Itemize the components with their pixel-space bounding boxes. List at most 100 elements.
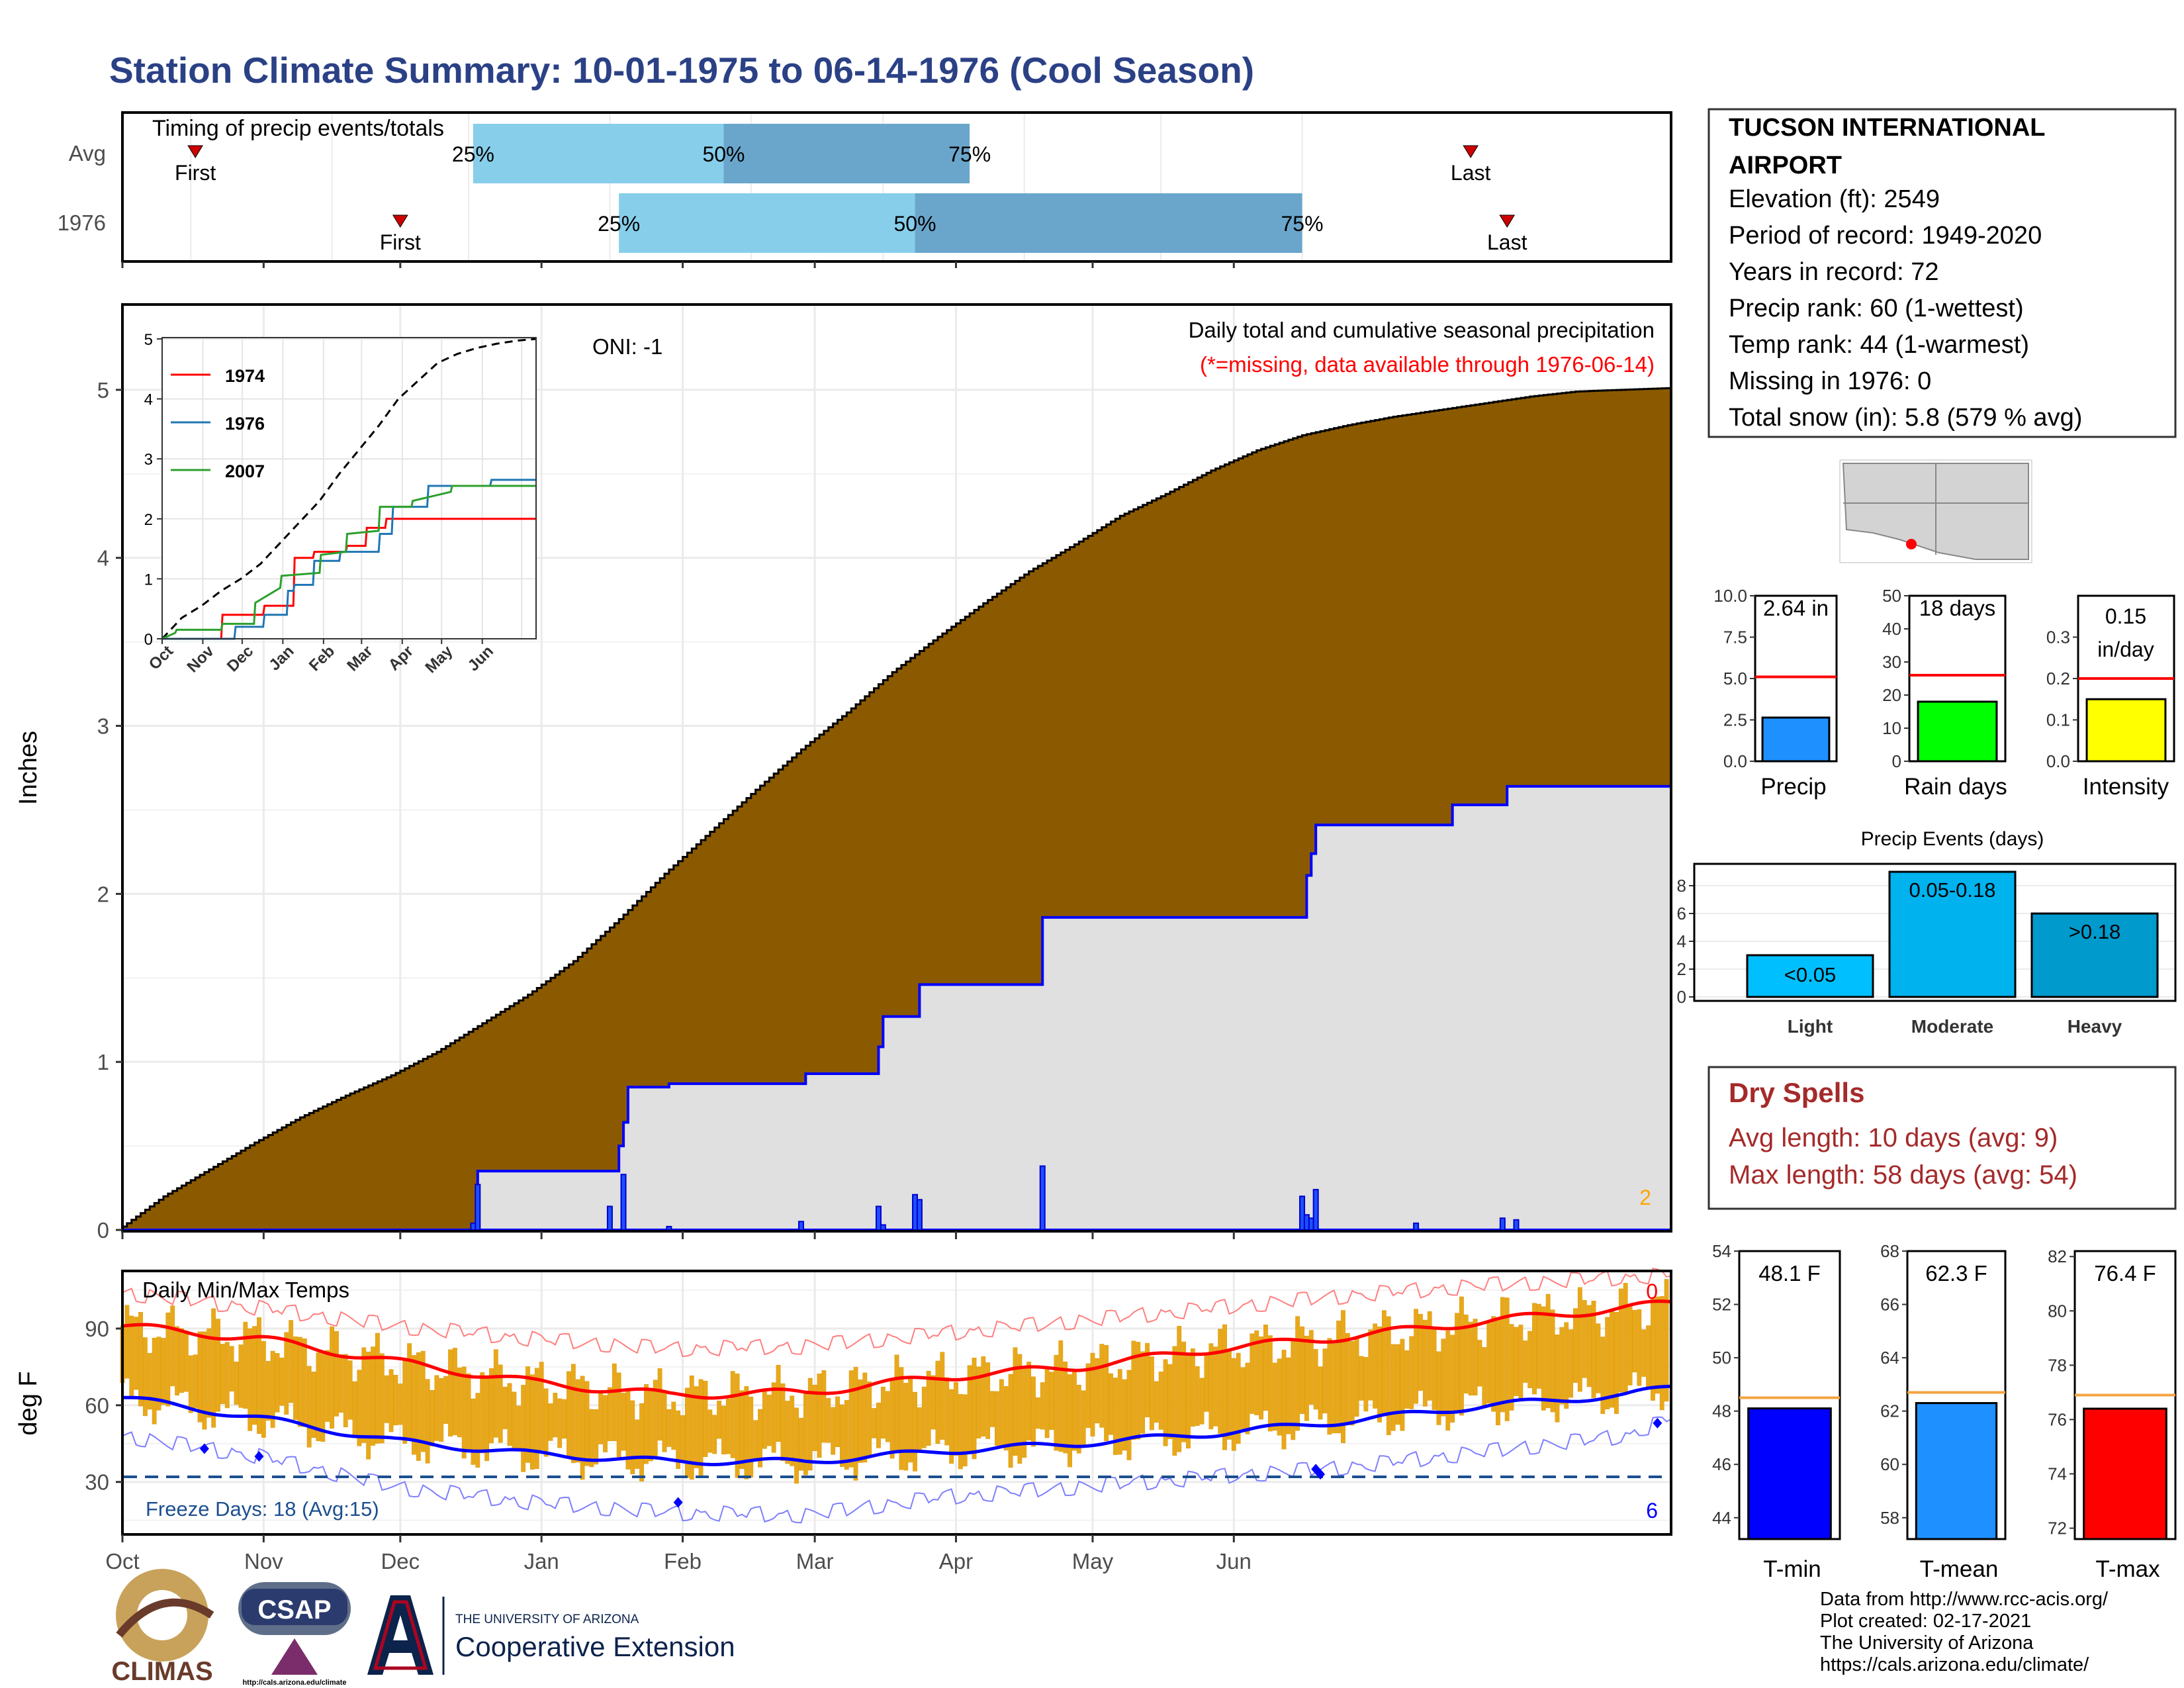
timing-marker-triangle xyxy=(1463,145,1479,158)
precip-events-frame xyxy=(1693,863,2177,1002)
daily-temp-bar xyxy=(1591,1301,1596,1398)
daily-temp-bar xyxy=(147,1352,152,1410)
daily-temp-bar xyxy=(357,1370,362,1446)
daily-temp-bar xyxy=(839,1404,844,1467)
daily-temp-bar xyxy=(689,1376,694,1480)
temp-xtick-label: Feb xyxy=(664,1549,702,1573)
daily-temp-bar xyxy=(183,1331,189,1392)
timing-label-75: 75% xyxy=(1281,212,1324,236)
small-chart-ytick-label: 78 xyxy=(2048,1355,2067,1375)
precip-chart-subtitle: (*=missing, data available through 1976-… xyxy=(1200,352,1655,377)
daily-temp-bar xyxy=(758,1409,762,1468)
precip-x-ticks xyxy=(121,1231,1235,1239)
rain-days-bar-label: Rain days xyxy=(1904,774,2007,800)
small-chart-ytick-label: 10 xyxy=(1882,718,1901,738)
legend-label-1976: 1976 xyxy=(225,414,265,434)
daily-temp-bar xyxy=(785,1401,790,1464)
daily-temp-bar xyxy=(1390,1344,1396,1431)
small-chart-ytick-label: 50 xyxy=(1882,586,1901,606)
daily-temp-bar xyxy=(644,1384,649,1464)
daily-temp-bar xyxy=(812,1384,817,1451)
daily-temp-bar xyxy=(1145,1342,1150,1418)
daily-temp-bar xyxy=(224,1342,230,1409)
daily-precip-bar xyxy=(666,1225,672,1231)
timing-marker-triangle xyxy=(187,145,204,158)
page-title: Station Climate Summary: 10-01-1975 to 0… xyxy=(109,50,1254,91)
daily-temp-bar xyxy=(1473,1319,1478,1395)
temp-xtick-label: Jan xyxy=(524,1549,559,1573)
daily-temp-bar xyxy=(525,1366,530,1463)
daily-temp-bar xyxy=(717,1400,722,1439)
temp-xtick-label: Oct xyxy=(105,1549,139,1573)
daily-temp-bar xyxy=(1026,1362,1032,1441)
legend-label-1974: 1974 xyxy=(225,366,265,386)
small-chart-bar xyxy=(1917,700,1998,763)
daily-temp-bar xyxy=(949,1389,954,1464)
record-low-marker xyxy=(1653,1417,1662,1429)
daily-temp-bar xyxy=(1226,1350,1232,1440)
timing-label-25: 25% xyxy=(598,212,640,236)
daily-temp-bar xyxy=(493,1349,498,1438)
daily-temp-bar xyxy=(1664,1279,1669,1402)
timing-marker-label: First xyxy=(380,230,421,254)
precip-events-bars: <0.05 Light 0.05-0.18 Moderate >0.18 Heavy 0 2 4… xyxy=(1677,865,2175,1037)
daily-temp-bar xyxy=(202,1331,207,1430)
daily-temp-bar xyxy=(521,1385,526,1472)
inset-series-line-2007 xyxy=(161,485,536,640)
station-info-box: TUCSON INTERNATIONAL AIRPORT Elevation (… xyxy=(1707,108,2177,438)
daily-temp-bar xyxy=(398,1383,403,1425)
daily-temp-bar xyxy=(124,1305,130,1379)
daily-temp-bar xyxy=(1300,1326,1304,1414)
daily-temp-bar xyxy=(161,1338,166,1405)
daily-temp-bar xyxy=(1204,1354,1209,1412)
daily-temp-bar xyxy=(1573,1308,1578,1383)
daily-temp-bar xyxy=(1445,1331,1451,1431)
daily-temp-bar xyxy=(962,1394,968,1467)
daily-temp-bar xyxy=(1341,1310,1345,1444)
daily-temp-bar xyxy=(142,1337,148,1417)
daily-temp-bar xyxy=(771,1382,776,1453)
daily-temp-bar xyxy=(972,1358,977,1460)
footer-line-4: https://cals.arizona.edu/climate/ xyxy=(1820,1654,2089,1675)
daily-temp-bar xyxy=(1236,1352,1241,1444)
record-low-markers xyxy=(199,1417,1662,1508)
timing-row-label-avg: Avg xyxy=(69,141,106,165)
daily-temp-bar xyxy=(1381,1310,1387,1417)
ua-logo-inner-red xyxy=(373,1600,428,1670)
daily-temp-bar xyxy=(676,1410,681,1469)
daily-temp-bar xyxy=(762,1391,767,1449)
daily-precip-bar xyxy=(475,1184,481,1231)
daily-temp-bar xyxy=(917,1407,922,1451)
station-elevation: Elevation (ft): 2549 xyxy=(1729,185,1940,213)
small-chart-ytick-label: 64 xyxy=(1880,1348,1899,1368)
daily-temp-bar xyxy=(730,1371,735,1458)
daily-temp-bar xyxy=(790,1395,795,1466)
daily-temp-bar xyxy=(1267,1335,1273,1432)
station-name-line2: AIRPORT xyxy=(1729,152,1842,179)
normal-min-line xyxy=(122,1384,1672,1466)
daily-temp-bar xyxy=(826,1397,831,1443)
daily-temp-bar xyxy=(913,1391,917,1472)
daily-temp-bar xyxy=(831,1407,836,1455)
daily-temp-bar xyxy=(1504,1297,1510,1421)
daily-temp-bar xyxy=(1044,1368,1050,1438)
daily-temp-bar xyxy=(1017,1354,1023,1464)
dry-spells-max: Max length: 58 days (avg: 54) xyxy=(1729,1160,2077,1190)
daily-temp-bar xyxy=(1555,1335,1560,1423)
small-chart-ytick-label: 2.5 xyxy=(1723,710,1747,730)
tmax-bar-chart: 72 74 76 78 80 82 76.4 F xyxy=(2048,1246,2177,1540)
daily-temp-bar xyxy=(1395,1344,1400,1425)
daily-temp-bar xyxy=(1049,1372,1054,1430)
daily-temp-bar xyxy=(1363,1357,1369,1412)
temp-ytick-label: 60 xyxy=(85,1393,109,1418)
csap-logo-text: CSAP xyxy=(257,1595,331,1624)
small-chart-ytick-label: 0.2 xyxy=(2046,669,2070,688)
daily-temp-bar xyxy=(1181,1341,1187,1442)
freeze-days-label: Freeze Days: 18 (Avg:15) xyxy=(146,1497,379,1521)
precip-chart-title: Daily total and cumulative seasonal prec… xyxy=(1189,318,1655,342)
events-bar-heavy xyxy=(2030,912,2159,998)
temp-xtick-label: Jun xyxy=(1216,1549,1251,1573)
daily-temp-bar xyxy=(1076,1385,1081,1454)
record-low-marker xyxy=(1316,1469,1326,1480)
daily-temp-bar xyxy=(1596,1323,1601,1393)
